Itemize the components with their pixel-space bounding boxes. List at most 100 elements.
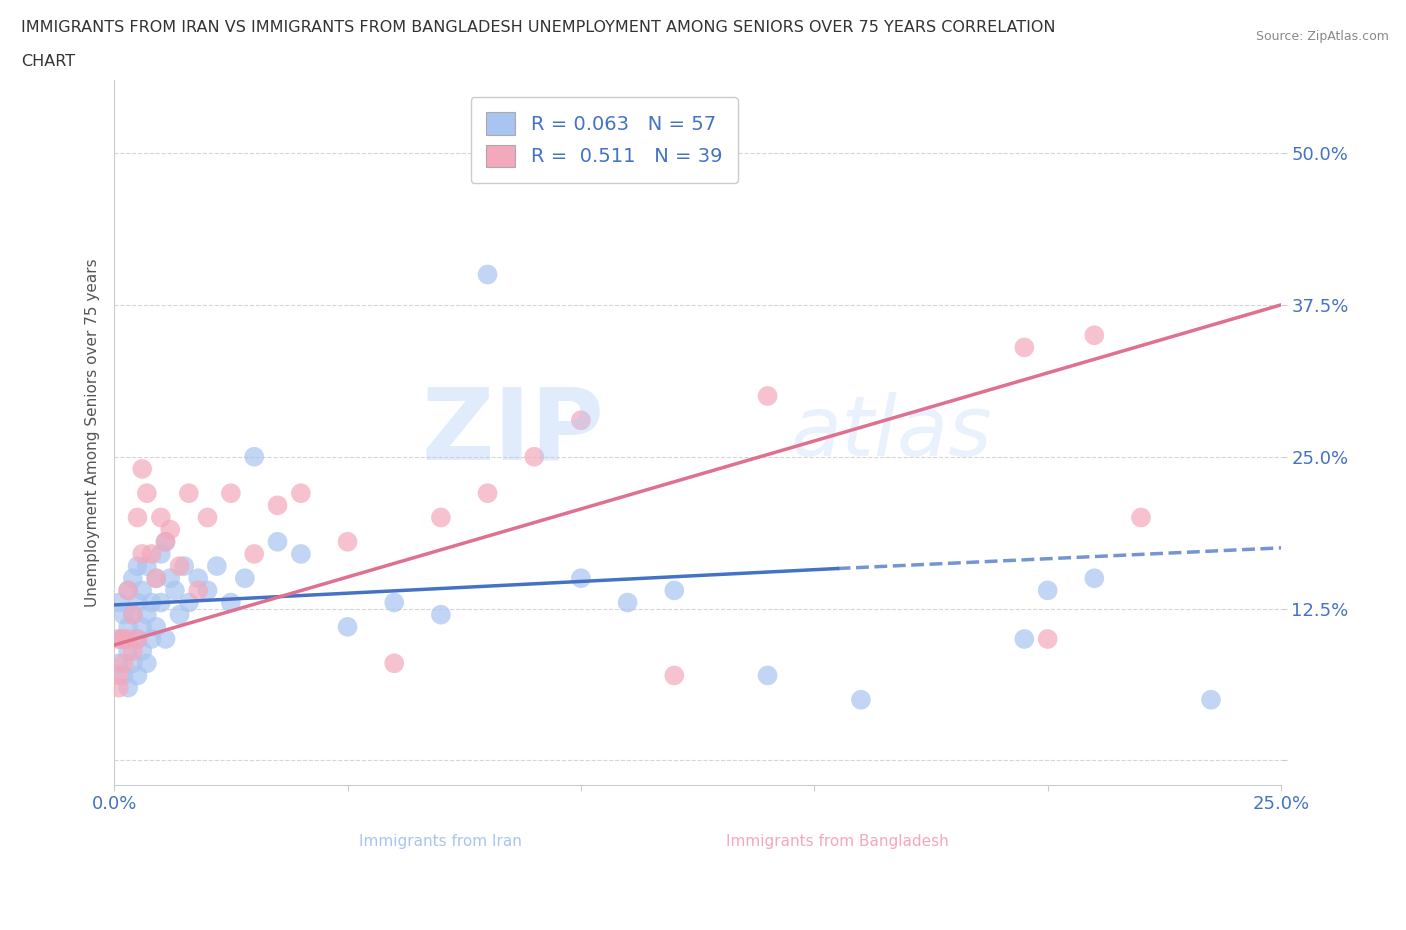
Point <box>1199 692 1222 707</box>
Point <box>169 559 191 574</box>
Point <box>112 668 135 683</box>
Point <box>159 522 181 537</box>
Point <box>336 619 359 634</box>
Point <box>141 547 163 562</box>
Point <box>135 656 157 671</box>
Point <box>569 413 592 428</box>
Point <box>149 595 172 610</box>
Legend: R = 0.063   N = 57, R =  0.511   N = 39: R = 0.063 N = 57, R = 0.511 N = 39 <box>471 97 738 182</box>
Text: Immigrants from Iran: Immigrants from Iran <box>360 834 523 849</box>
Point <box>131 583 153 598</box>
Point <box>219 595 242 610</box>
Point <box>616 595 638 610</box>
Point <box>117 631 139 646</box>
Point <box>243 547 266 562</box>
Point <box>117 583 139 598</box>
Point <box>177 485 200 500</box>
Point <box>112 631 135 646</box>
Point <box>756 389 779 404</box>
Point <box>155 535 177 550</box>
Point <box>141 631 163 646</box>
Point <box>243 449 266 464</box>
Point <box>849 692 872 707</box>
Text: atlas: atlas <box>792 392 993 473</box>
Point <box>159 571 181 586</box>
Point <box>127 595 149 610</box>
Point <box>664 583 686 598</box>
Point <box>131 644 153 658</box>
Point <box>127 668 149 683</box>
Point <box>121 656 143 671</box>
Point <box>177 595 200 610</box>
Point <box>336 535 359 550</box>
Point <box>121 607 143 622</box>
Point <box>187 571 209 586</box>
Point <box>197 583 219 598</box>
Point <box>219 485 242 500</box>
Point <box>121 607 143 622</box>
Point <box>205 559 228 574</box>
Point <box>127 559 149 574</box>
Point <box>756 668 779 683</box>
Point <box>382 656 405 671</box>
Point <box>145 571 167 586</box>
Point <box>430 607 453 622</box>
Point <box>149 547 172 562</box>
Point <box>117 680 139 695</box>
Text: Immigrants from Bangladesh: Immigrants from Bangladesh <box>727 834 949 849</box>
Point <box>117 644 139 658</box>
Point <box>121 571 143 586</box>
Point <box>169 607 191 622</box>
Point <box>127 631 149 646</box>
Point <box>108 631 131 646</box>
Point <box>155 631 177 646</box>
Point <box>131 547 153 562</box>
Point <box>121 644 143 658</box>
Point <box>173 559 195 574</box>
Y-axis label: Unemployment Among Seniors over 75 years: Unemployment Among Seniors over 75 years <box>86 259 100 606</box>
Point <box>131 619 153 634</box>
Point <box>477 267 499 282</box>
Point <box>187 583 209 598</box>
Point <box>127 510 149 525</box>
Point <box>664 668 686 683</box>
Point <box>135 559 157 574</box>
Text: CHART: CHART <box>21 54 75 69</box>
Point <box>135 485 157 500</box>
Point <box>108 656 131 671</box>
Point <box>117 619 139 634</box>
Point <box>112 631 135 646</box>
Point <box>108 668 131 683</box>
Point <box>135 607 157 622</box>
Point <box>163 583 186 598</box>
Point <box>112 607 135 622</box>
Point <box>233 571 256 586</box>
Point <box>108 680 131 695</box>
Point <box>145 571 167 586</box>
Point <box>290 547 312 562</box>
Point <box>290 485 312 500</box>
Point <box>1036 583 1059 598</box>
Point <box>1036 631 1059 646</box>
Point <box>141 595 163 610</box>
Point <box>149 510 172 525</box>
Point <box>108 631 131 646</box>
Point <box>197 510 219 525</box>
Point <box>117 583 139 598</box>
Point <box>266 535 288 550</box>
Point <box>1083 327 1105 342</box>
Point <box>155 535 177 550</box>
Point <box>569 571 592 586</box>
Text: Source: ZipAtlas.com: Source: ZipAtlas.com <box>1256 30 1389 43</box>
Point <box>1130 510 1153 525</box>
Point <box>108 595 131 610</box>
Point <box>145 619 167 634</box>
Point <box>131 461 153 476</box>
Point <box>127 631 149 646</box>
Point <box>1014 631 1036 646</box>
Text: IMMIGRANTS FROM IRAN VS IMMIGRANTS FROM BANGLADESH UNEMPLOYMENT AMONG SENIORS OV: IMMIGRANTS FROM IRAN VS IMMIGRANTS FROM … <box>21 20 1056 35</box>
Point <box>112 656 135 671</box>
Point <box>523 449 546 464</box>
Point <box>1083 571 1105 586</box>
Point <box>382 595 405 610</box>
